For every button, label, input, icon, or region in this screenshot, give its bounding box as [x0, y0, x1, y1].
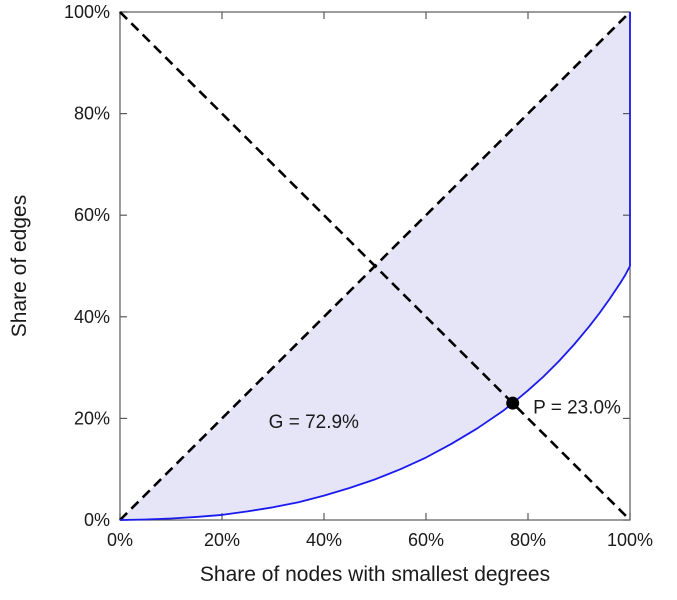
x-tick-label: 100%: [607, 530, 653, 550]
y-tick-label: 20%: [74, 408, 110, 428]
gini-label: G = 72.9%: [269, 412, 359, 433]
lorenz-curve: [119, 12, 631, 521]
y-tick-label: 60%: [74, 205, 110, 225]
x-axis-label: Share of nodes with smallest degrees: [199, 563, 551, 586]
x-tick-label: 80%: [510, 530, 546, 550]
y-axis-label: Share of edges: [8, 194, 31, 338]
y-tick-label: 0%: [84, 510, 110, 530]
x-tick-label: 0%: [107, 530, 133, 550]
y-tick-label: 40%: [74, 307, 110, 327]
anti-diagonal: [119, 11, 631, 521]
intersection-point-marker: [506, 396, 520, 410]
x-tick-label: 60%: [408, 530, 444, 550]
x-tick-label: 20%: [204, 530, 240, 550]
y-tick-label: 80%: [74, 104, 110, 124]
x-tick-label: 40%: [306, 530, 342, 550]
y-tick-label: 100%: [64, 2, 110, 22]
p-label: P = 23.0%: [533, 398, 621, 419]
